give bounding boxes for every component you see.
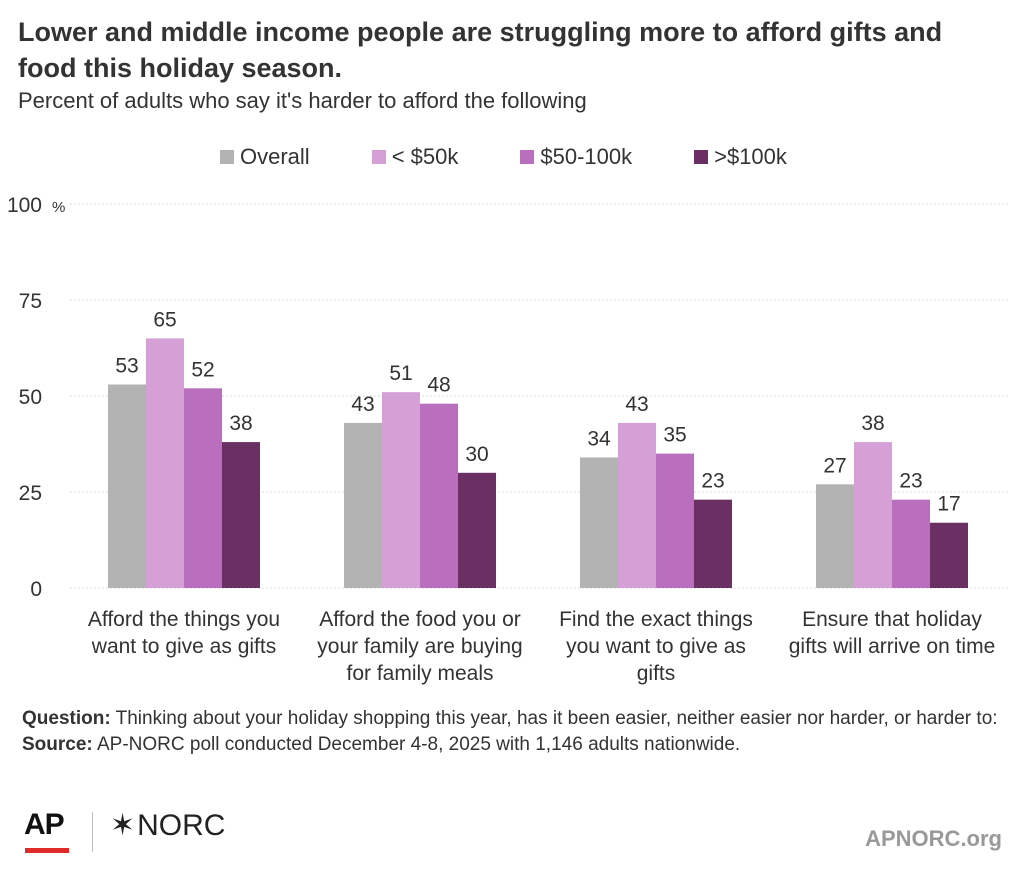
y-tick-label: 50 bbox=[19, 386, 42, 409]
site-link[interactable]: APNORC.org bbox=[865, 826, 1002, 851]
data-label: 23 bbox=[701, 470, 724, 493]
data-label: 38 bbox=[861, 412, 884, 435]
data-label: 48 bbox=[427, 374, 450, 397]
bar bbox=[816, 484, 854, 588]
ap-logo: AP bbox=[24, 808, 65, 841]
question-label: Question: bbox=[22, 708, 111, 729]
legend-swatch bbox=[220, 150, 234, 164]
bar bbox=[344, 422, 382, 588]
data-label: 23 bbox=[899, 470, 922, 493]
data-label: 52 bbox=[191, 358, 214, 381]
norc-logo: ✶ NORC bbox=[110, 808, 225, 843]
data-label: 34 bbox=[587, 427, 611, 450]
source-note: Source: AP-NORC poll conducted December … bbox=[22, 732, 1012, 758]
x-tick-label: gifts will arrive on time bbox=[789, 635, 996, 658]
legend-item: < $50k bbox=[371, 144, 459, 170]
bar bbox=[854, 442, 892, 588]
chart-subtitle: Percent of adults who say it's harder to… bbox=[18, 88, 587, 113]
y-tick-label: 25 bbox=[19, 482, 42, 505]
x-tick-label: Ensure that holiday bbox=[802, 608, 982, 631]
bar bbox=[892, 499, 930, 588]
legend-label: >$100k bbox=[714, 144, 787, 169]
legend-swatch bbox=[694, 150, 709, 164]
data-label: 27 bbox=[823, 454, 846, 477]
ap-logo-underline bbox=[25, 848, 69, 853]
data-label: 38 bbox=[229, 412, 252, 435]
data-label: 43 bbox=[625, 393, 648, 416]
y-unit-label: % bbox=[52, 199, 65, 216]
norc-star-icon: ✶ bbox=[110, 809, 136, 842]
legend-item: >$100k bbox=[694, 144, 787, 170]
bar bbox=[146, 338, 184, 588]
bar bbox=[382, 392, 420, 588]
bar bbox=[580, 457, 618, 588]
x-tick-label: Afford the food you or bbox=[319, 608, 521, 631]
legend: Overall < $50k $50-100k >$100k bbox=[220, 144, 787, 170]
bar-chart: 0 25 50 75 100 % 53 65 52 38 Afford the things you… bbox=[7, 194, 1010, 685]
data-label: 65 bbox=[153, 308, 176, 331]
x-tick-label: Find the exact things bbox=[559, 608, 753, 631]
bar bbox=[420, 403, 458, 588]
question-text: Thinking about your holiday shopping thi… bbox=[110, 708, 998, 729]
legend-item: $50-100k bbox=[520, 144, 632, 170]
legend-item: Overall bbox=[220, 144, 310, 170]
source-label: Source: bbox=[22, 734, 93, 755]
y-tick-label: 0 bbox=[30, 578, 42, 601]
x-tick-label: want to give as gifts bbox=[91, 635, 276, 658]
source-text: AP-NORC poll conducted December 4-8, 202… bbox=[92, 734, 741, 755]
data-label: 43 bbox=[351, 393, 374, 416]
bar bbox=[458, 472, 496, 588]
data-label: 17 bbox=[937, 493, 960, 516]
notes: Question: Thinking about your holiday sh… bbox=[22, 706, 1012, 758]
legend-label: $50-100k bbox=[540, 144, 633, 169]
bar bbox=[930, 522, 968, 588]
bar bbox=[108, 384, 146, 588]
question-note: Question: Thinking about your holiday sh… bbox=[22, 706, 1012, 732]
bar bbox=[618, 422, 656, 588]
y-tick-label: 100 bbox=[7, 194, 42, 217]
x-tick-label: you want to give as bbox=[566, 635, 746, 658]
footer: AP ✶ NORC APNORC.org bbox=[0, 800, 1024, 870]
legend-swatch bbox=[520, 150, 535, 164]
x-tick-label: gifts bbox=[637, 662, 676, 685]
data-label: 51 bbox=[389, 362, 412, 385]
legend-swatch bbox=[371, 150, 386, 164]
x-tick-label: for family meals bbox=[346, 662, 493, 685]
bar bbox=[222, 442, 260, 588]
legend-label: Overall bbox=[240, 144, 310, 169]
data-label: 53 bbox=[115, 354, 138, 377]
bar bbox=[656, 453, 694, 588]
data-label: 35 bbox=[663, 424, 686, 447]
chart-title: Lower and middle income people are strug… bbox=[18, 17, 943, 83]
x-tick-label: Afford the things you bbox=[88, 608, 280, 631]
x-tick-label: your family are buying bbox=[317, 635, 522, 658]
bar bbox=[694, 499, 732, 588]
y-tick-label: 75 bbox=[19, 290, 42, 313]
data-label: 30 bbox=[465, 443, 488, 466]
norc-logo-text: NORC bbox=[137, 808, 226, 842]
logo-divider bbox=[92, 812, 93, 852]
legend-label: < $50k bbox=[391, 144, 459, 169]
bar bbox=[184, 388, 222, 588]
